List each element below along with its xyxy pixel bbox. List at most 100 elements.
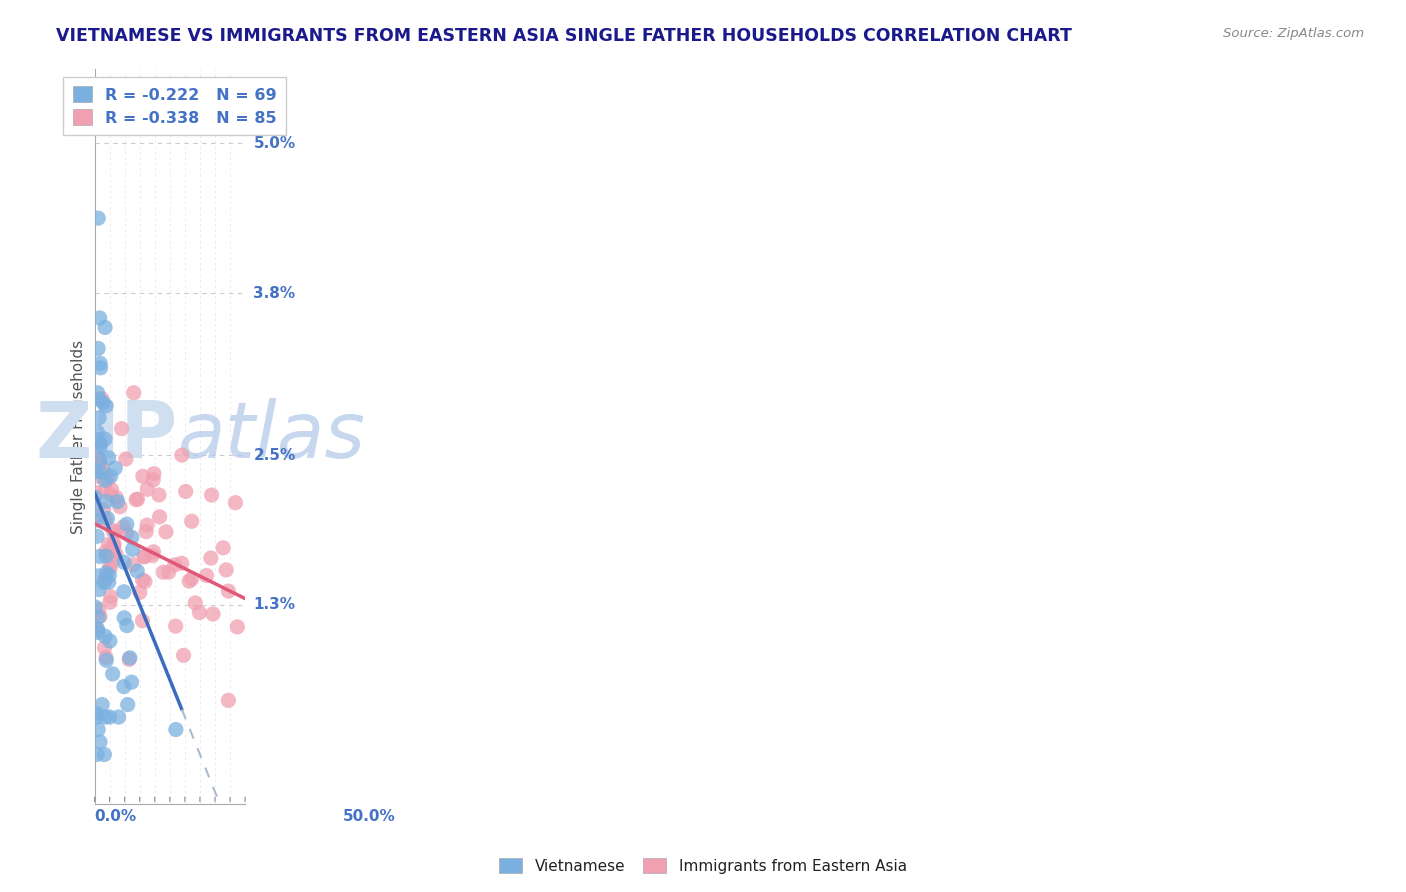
Point	[105, 491, 128, 505]
Point	[94, 399, 117, 413]
Point	[217, 693, 239, 707]
Point	[148, 509, 170, 524]
Point	[89, 440, 111, 454]
Point	[127, 492, 149, 507]
Point	[90, 392, 112, 406]
Text: 1.3%: 1.3%	[253, 598, 295, 612]
Point	[117, 698, 139, 712]
Point	[83, 490, 105, 504]
Point	[165, 619, 187, 633]
Point	[87, 723, 110, 737]
Point	[94, 650, 117, 665]
Point	[115, 517, 138, 532]
Point	[112, 520, 135, 534]
Point	[122, 558, 145, 572]
Point	[134, 549, 156, 564]
Point	[87, 469, 110, 483]
Point	[87, 392, 110, 406]
Text: 3.8%: 3.8%	[253, 285, 295, 301]
Text: 0.0%: 0.0%	[94, 809, 136, 824]
Point	[91, 395, 114, 409]
Point	[84, 513, 107, 527]
Point	[135, 524, 157, 539]
Point	[202, 607, 225, 621]
Point	[104, 525, 127, 540]
Point	[93, 747, 115, 762]
Point	[173, 648, 195, 663]
Point	[217, 584, 239, 599]
Point	[142, 545, 165, 559]
Point	[86, 622, 108, 636]
Point	[125, 492, 148, 507]
Point	[127, 564, 149, 578]
Point	[94, 473, 117, 487]
Point	[94, 549, 117, 563]
Point	[86, 450, 108, 465]
Point	[136, 518, 159, 533]
Point	[87, 610, 110, 624]
Point	[157, 565, 180, 579]
Point	[112, 611, 135, 625]
Point	[152, 566, 174, 580]
Point	[87, 211, 110, 226]
Point	[141, 549, 163, 563]
Point	[89, 456, 111, 470]
Point	[201, 488, 224, 502]
Point	[188, 606, 211, 620]
Point	[94, 710, 117, 724]
Point	[94, 572, 117, 586]
Point	[110, 422, 132, 436]
Point	[184, 596, 207, 610]
Point	[121, 530, 143, 544]
Point	[131, 614, 153, 628]
Point	[96, 653, 118, 667]
Point	[142, 473, 165, 487]
Point	[108, 500, 131, 514]
Point	[94, 629, 117, 643]
Point	[84, 435, 107, 450]
Point	[94, 432, 117, 446]
Point	[94, 513, 117, 527]
Point	[93, 575, 115, 590]
Point	[112, 584, 135, 599]
Point	[87, 569, 110, 583]
Point	[100, 590, 122, 604]
Text: atlas: atlas	[177, 399, 366, 475]
Point	[89, 582, 111, 597]
Point	[87, 410, 110, 425]
Point	[86, 529, 108, 543]
Point	[100, 469, 122, 483]
Text: 5.0%: 5.0%	[253, 136, 295, 151]
Point	[112, 555, 135, 569]
Y-axis label: Single Father Households: Single Father Households	[72, 339, 86, 533]
Point	[94, 545, 117, 559]
Point	[90, 360, 112, 375]
Point	[93, 640, 115, 655]
Point	[96, 566, 118, 580]
Point	[163, 558, 186, 572]
Point	[212, 541, 235, 555]
Point	[97, 575, 120, 590]
Point	[115, 526, 138, 541]
Point	[96, 494, 118, 508]
Point	[118, 650, 141, 665]
Point	[94, 320, 117, 334]
Point	[87, 625, 110, 640]
Point	[121, 675, 143, 690]
Point	[136, 483, 159, 497]
Point	[98, 634, 121, 648]
Text: 50.0%: 50.0%	[343, 809, 395, 824]
Point	[87, 602, 110, 616]
Point	[98, 560, 121, 574]
Point	[98, 488, 121, 502]
Point	[86, 385, 108, 400]
Point	[215, 563, 238, 577]
Point	[132, 469, 155, 483]
Point	[89, 735, 111, 749]
Point	[98, 710, 121, 724]
Point	[89, 356, 111, 370]
Point	[89, 549, 111, 564]
Point	[86, 706, 108, 721]
Point	[98, 595, 121, 609]
Point	[103, 538, 125, 552]
